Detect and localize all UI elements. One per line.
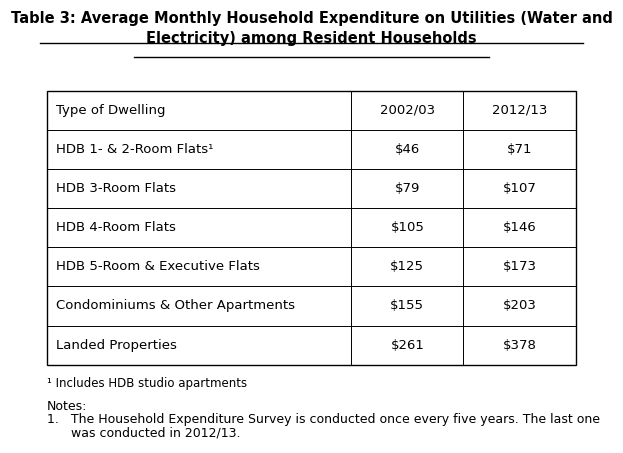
Text: HDB 1- & 2-Room Flats¹: HDB 1- & 2-Room Flats¹ [56, 143, 214, 156]
Text: $79: $79 [394, 182, 420, 195]
Text: HDB 4-Room Flats: HDB 4-Room Flats [56, 221, 176, 234]
Text: $155: $155 [391, 299, 424, 313]
Text: $107: $107 [503, 182, 537, 195]
Text: Condominiums & Other Apartments: Condominiums & Other Apartments [56, 299, 295, 313]
Text: Landed Properties: Landed Properties [56, 338, 177, 352]
Text: $203: $203 [503, 299, 537, 313]
Text: HDB 5-Room & Executive Flats: HDB 5-Room & Executive Flats [56, 260, 260, 273]
Text: Type of Dwelling: Type of Dwelling [56, 104, 166, 117]
Text: ¹ Includes HDB studio apartments: ¹ Includes HDB studio apartments [47, 377, 247, 390]
Text: $261: $261 [391, 338, 424, 352]
Text: was conducted in 2012/13.: was conducted in 2012/13. [47, 427, 240, 440]
Bar [47, 91, 576, 365]
Text: $378: $378 [503, 338, 537, 352]
Text: $146: $146 [503, 221, 537, 234]
Text: Notes:: Notes: [47, 400, 87, 413]
Text: $105: $105 [391, 221, 424, 234]
Text: $173: $173 [503, 260, 537, 273]
Text: $125: $125 [391, 260, 424, 273]
Text: 1.   The Household Expenditure Survey is conducted once every five years. The la: 1. The Household Expenditure Survey is c… [47, 413, 600, 426]
Text: 2002/03: 2002/03 [380, 104, 435, 117]
Text: HDB 3-Room Flats: HDB 3-Room Flats [56, 182, 176, 195]
Text: 2012/13: 2012/13 [492, 104, 548, 117]
Text: Table 3: Average Monthly Household Expenditure on Utilities (Water and
Electrici: Table 3: Average Monthly Household Expen… [11, 11, 612, 45]
Text: $71: $71 [507, 143, 533, 156]
Text: $46: $46 [395, 143, 420, 156]
